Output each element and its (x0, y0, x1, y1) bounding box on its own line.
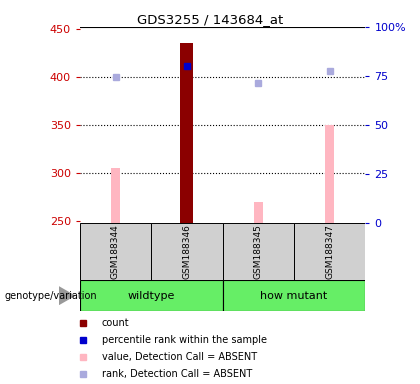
Text: GSM188344: GSM188344 (111, 224, 120, 279)
Text: wildtype: wildtype (128, 291, 175, 301)
Bar (111, 168, 120, 223)
Bar (151, 223, 223, 280)
Polygon shape (59, 286, 76, 305)
Text: GDS3255 / 143684_at: GDS3255 / 143684_at (137, 13, 283, 26)
Text: GSM188346: GSM188346 (182, 224, 192, 279)
Bar (80, 223, 151, 280)
Bar (181, 43, 193, 223)
Text: GSM188345: GSM188345 (254, 224, 263, 279)
Text: percentile rank within the sample: percentile rank within the sample (102, 335, 267, 345)
Text: genotype/variation: genotype/variation (4, 291, 97, 301)
Bar (254, 202, 262, 223)
Bar (294, 223, 365, 280)
Text: count: count (102, 318, 129, 328)
Text: GSM188347: GSM188347 (325, 224, 334, 279)
Bar (326, 125, 334, 223)
Text: how mutant: how mutant (260, 291, 328, 301)
Bar (223, 223, 294, 280)
Bar (80, 280, 223, 311)
Bar (223, 280, 365, 311)
Text: value, Detection Call = ABSENT: value, Detection Call = ABSENT (102, 352, 257, 362)
Bar (183, 43, 191, 223)
Text: rank, Detection Call = ABSENT: rank, Detection Call = ABSENT (102, 369, 252, 379)
